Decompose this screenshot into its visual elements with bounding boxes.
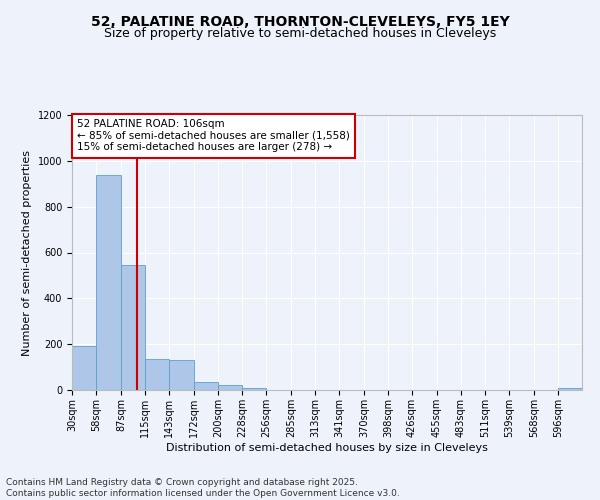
Bar (558, 388, 582, 390)
Bar (242, 388, 266, 390)
Text: Contains HM Land Registry data © Crown copyright and database right 2025.
Contai: Contains HM Land Registry data © Crown c… (6, 478, 400, 498)
Bar (169, 360, 194, 390)
Text: 52 PALATINE ROAD: 106sqm
← 85% of semi-detached houses are smaller (1,558)
15% o: 52 PALATINE ROAD: 106sqm ← 85% of semi-d… (77, 119, 350, 152)
Bar (121, 265, 145, 390)
X-axis label: Distribution of semi-detached houses by size in Cleveleys: Distribution of semi-detached houses by … (166, 442, 488, 452)
Bar (218, 386, 242, 390)
Y-axis label: Number of semi-detached properties: Number of semi-detached properties (22, 150, 32, 356)
Text: 52, PALATINE ROAD, THORNTON-CLEVELEYS, FY5 1EY: 52, PALATINE ROAD, THORNTON-CLEVELEYS, F… (91, 15, 509, 29)
Bar (72, 346, 96, 390)
Bar (145, 359, 169, 390)
Bar (194, 382, 218, 390)
Text: Size of property relative to semi-detached houses in Cleveleys: Size of property relative to semi-detach… (104, 28, 496, 40)
Bar (96, 174, 121, 390)
